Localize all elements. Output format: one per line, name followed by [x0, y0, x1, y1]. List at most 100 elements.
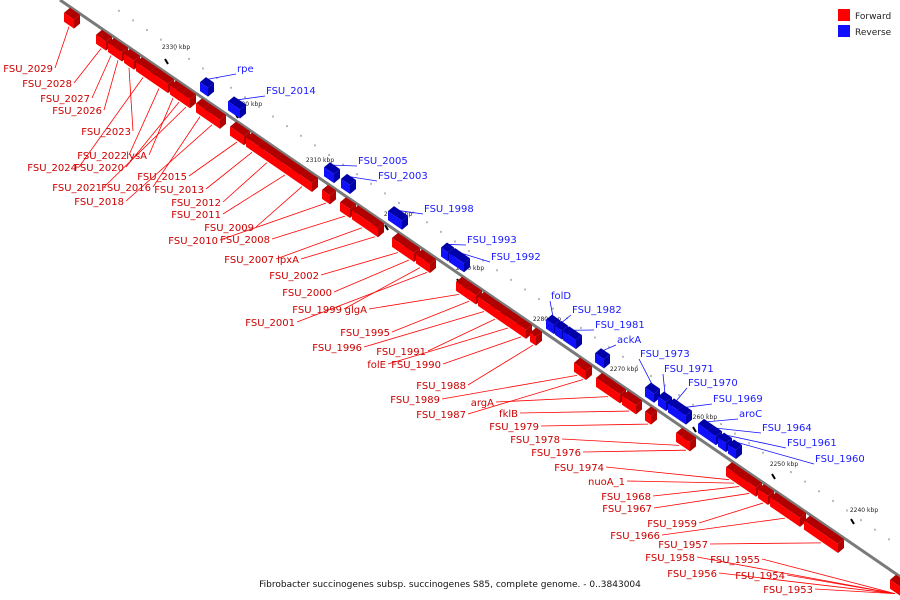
gene-label-fsu-2022: FSU_2022 — [77, 151, 127, 162]
minor-tick-dot — [244, 96, 246, 99]
gene-label-fsu-2024: FSU_2024 — [27, 163, 77, 174]
minor-tick-dot — [832, 499, 834, 502]
minor-tick-dot — [888, 538, 890, 541]
gene-front-face — [322, 189, 330, 205]
kbp-tick-label: 2250 kbp — [770, 461, 798, 468]
minor-tick-dot — [188, 57, 190, 60]
gene-top-face — [676, 427, 688, 437]
gene-front-face — [708, 430, 716, 446]
leader-fole — [387, 327, 509, 365]
legend-swatch-reverse — [838, 25, 850, 37]
gene-top-face — [372, 219, 384, 229]
minor-tick-dot — [678, 394, 680, 397]
gene-front-face — [276, 158, 294, 180]
leader-fsu-1987 — [467, 379, 584, 415]
gene-label-fsu-2018: FSU_2018 — [74, 197, 124, 208]
gene-label-fsu-1955: FSU_1955 — [710, 555, 760, 566]
gene-label-fsu-2001: FSU_2001 — [245, 318, 295, 329]
gene-front-face — [388, 211, 402, 230]
kbp-tick-mark — [384, 224, 389, 231]
gene-end-face — [378, 223, 384, 238]
leader-fsu-1961 — [724, 434, 787, 449]
gene-label-fsu-2013: FSU_2013 — [154, 185, 204, 196]
gene-front-face — [392, 237, 404, 256]
minor-tick-dot — [776, 461, 778, 464]
gene-fsu-1992 — [449, 248, 470, 273]
gene-front-face — [449, 253, 464, 273]
gene-fsu-2010 — [322, 184, 336, 205]
gene-top-face — [416, 249, 430, 260]
minor-tick-dot — [482, 259, 484, 262]
minor-tick-dot — [538, 298, 540, 301]
gene-front-face — [668, 403, 678, 420]
gene-top-face — [622, 390, 642, 406]
gene-top-face — [228, 96, 246, 110]
gene-top-face — [176, 84, 188, 94]
leader-acka — [602, 344, 617, 352]
gene-end-face — [736, 445, 742, 459]
leader-fsu-1973 — [638, 358, 653, 386]
minor-tick-dot — [650, 374, 652, 377]
gene-label-fsu-2002: FSU_2002 — [269, 271, 319, 282]
gene-front-face — [441, 247, 448, 262]
gene-end-face — [330, 190, 336, 205]
gene-label-arga: argA — [471, 398, 494, 409]
gene-front-face — [718, 437, 726, 453]
gene-top-face — [258, 140, 282, 159]
leader-fsu-1974 — [605, 466, 730, 481]
gene-top-face — [170, 80, 182, 90]
minor-tick-dot — [258, 105, 260, 108]
leader-fsu-1999 — [343, 267, 421, 310]
gene-fsu-1987 — [580, 361, 592, 381]
gene-front-face — [341, 178, 350, 195]
gene-fsu-2003 — [341, 173, 356, 195]
leader-fsu-2018 — [125, 124, 213, 202]
leader-fsu-1979 — [540, 423, 649, 427]
leader-fsu-2029 — [54, 26, 70, 69]
gene-end-face — [838, 539, 844, 554]
leader-fsu-2013 — [205, 151, 253, 190]
gene-front-face — [658, 396, 666, 411]
gene-front-face — [150, 71, 168, 94]
kbp-tick-mark — [771, 473, 776, 480]
gene-front-face — [595, 353, 604, 369]
gene-front-face — [682, 436, 690, 452]
gene-top-face — [108, 37, 120, 48]
gene-label-fsu-2020: FSU_2020 — [74, 163, 124, 174]
leader-fsu-2022 — [128, 88, 160, 156]
gene-front-face — [416, 254, 424, 269]
chromosome-backbone — [59, 0, 900, 579]
gene-label-fold: folD — [551, 291, 571, 302]
gene-end-face — [240, 104, 246, 119]
gene-top-face — [478, 291, 496, 306]
leader-fsu-1991 — [427, 318, 496, 352]
minor-tick-dot — [454, 240, 456, 243]
gene-fsu-1973 — [645, 382, 660, 403]
minor-tick-dot — [524, 288, 526, 291]
gene-front-face — [732, 471, 736, 483]
gene-top-face — [230, 121, 250, 137]
gene-label-lysa: lysA — [126, 151, 147, 162]
gene-front-face — [462, 285, 476, 305]
gene-front-face — [124, 53, 134, 70]
gene-top-face — [490, 300, 506, 313]
leader-fsu-2026 — [103, 60, 119, 111]
leader-fsu-2003 — [348, 176, 378, 182]
leader-fsu-2027 — [91, 55, 112, 99]
gene-front-face — [176, 89, 182, 103]
gene-front-face — [580, 366, 586, 381]
gene-top-face — [404, 241, 420, 253]
legend-swatch-forward — [838, 9, 850, 21]
kbp-tick-mark — [164, 58, 169, 65]
kbp-tick-mark — [692, 426, 697, 433]
gene-front-face — [200, 82, 208, 97]
gene-label-fsu-1990: FSU_1990 — [391, 360, 441, 371]
minor-tick-dot — [608, 346, 610, 349]
gene-label-lpxa: lpxA — [277, 255, 299, 266]
gene-fsu-1957 — [804, 515, 844, 554]
gene-label-fsu-1960: FSU_1960 — [815, 454, 865, 465]
minor-tick-dot — [734, 432, 736, 435]
gene-label-fsu-2014: FSU_2014 — [266, 86, 316, 97]
gene-top-face — [770, 492, 806, 518]
